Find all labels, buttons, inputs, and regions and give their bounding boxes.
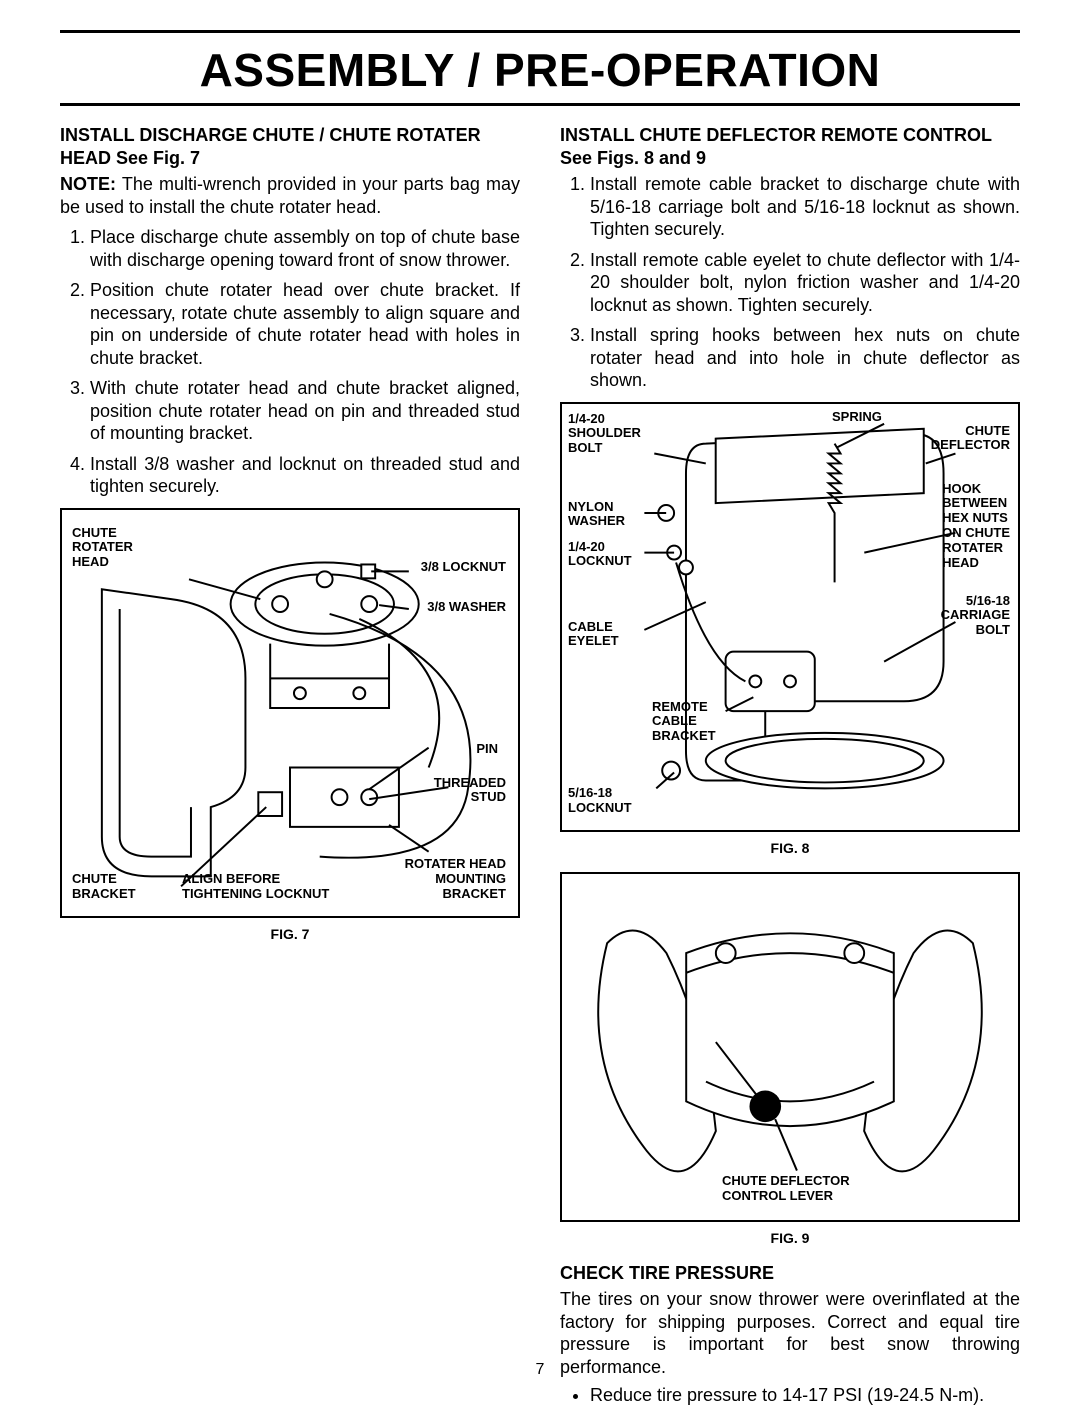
fig8-caption: FIG. 8	[560, 840, 1020, 856]
fig8-callout-carriage-bolt: 5/16-18CARRIAGEBOLT	[941, 594, 1010, 639]
fig9-caption: FIG. 9	[560, 1230, 1020, 1246]
top-rule	[60, 30, 1020, 33]
mid-rule	[60, 103, 1020, 106]
tire-bullets: Reduce tire pressure to 14-17 PSI (19-24…	[560, 1384, 1020, 1407]
fig7-callout-align-before: ALIGN BEFORETIGHTENING LOCKNUT	[182, 872, 329, 902]
right-step-3: Install spring hooks between hex nuts on…	[590, 324, 1020, 392]
right-column: INSTALL CHUTE DEFLECTOR REMOTE CONTROL S…	[560, 124, 1020, 1407]
fig7-callout-chute-bracket: CHUTEBRACKET	[72, 872, 136, 902]
fig8-callout-chute-deflector: CHUTEDEFLECTOR	[931, 424, 1010, 454]
fig9-callout-control-lever: CHUTE DEFLECTORCONTROL LEVER	[722, 1174, 850, 1204]
fig8-callout-remote-cable-bracket: REMOTECABLEBRACKET	[652, 700, 716, 745]
left-step-1: Place discharge chute assembly on top of…	[90, 226, 520, 271]
fig8-callout-516locknut: 5/16-18LOCKNUT	[568, 786, 632, 816]
right-heading: INSTALL CHUTE DEFLECTOR REMOTE CONTROL S…	[560, 124, 1020, 169]
note-label: NOTE:	[60, 174, 116, 194]
left-note: NOTE: The multi-wrench provided in your …	[60, 173, 520, 218]
left-step-2: Position chute rotater head over chute b…	[90, 279, 520, 369]
fig7-callout-rotater-head-mounting-bracket: ROTATER HEADMOUNTINGBRACKET	[405, 857, 506, 902]
figure-9: CHUTE DEFLECTORCONTROL LEVER	[560, 872, 1020, 1222]
fig7-caption: FIG. 7	[60, 926, 520, 942]
fig8-callout-cable-eyelet: CABLEEYELET	[568, 620, 619, 650]
figure-8: 1/4-20SHOULDERBOLT NYLONWASHER 1/4-20LOC…	[560, 402, 1020, 832]
fig7-callout-pin: PIN	[476, 742, 498, 757]
fig8-callout-shoulder-bolt: 1/4-20SHOULDERBOLT	[568, 412, 641, 457]
fig7-callout-threaded-stud: THREADEDSTUD	[434, 776, 506, 806]
fig8-callout-spring: SPRING	[832, 410, 882, 425]
figure-7: CHUTEROTATERHEAD 3/8 LOCKNUT 3/8 WASHER …	[60, 508, 520, 918]
left-column: INSTALL DISCHARGE CHUTE / CHUTE ROTATER …	[60, 124, 520, 1407]
note-text: The multi-wrench provided in your parts …	[60, 174, 520, 217]
fig8-callout-14locknut: 1/4-20LOCKNUT	[568, 540, 632, 570]
fig8-callout-hook-between: HOOKBETWEENHEX NUTSON CHUTEROTATERHEAD	[942, 482, 1010, 572]
fig7-callout-chute-rotater-head: CHUTEROTATERHEAD	[72, 526, 133, 571]
left-step-4: Install 3/8 washer and locknut on thread…	[90, 453, 520, 498]
right-steps: Install remote cable bracket to discharg…	[560, 173, 1020, 392]
left-step-3: With chute rotater head and chute bracke…	[90, 377, 520, 445]
fig7-callout-38locknut: 3/8 LOCKNUT	[421, 560, 506, 575]
right-step-2: Install remote cable eyelet to chute def…	[590, 249, 1020, 317]
left-steps: Place discharge chute assembly on top of…	[60, 226, 520, 498]
page-title: ASSEMBLY / PRE-OPERATION	[60, 39, 1020, 103]
right-step-1: Install remote cable bracket to discharg…	[590, 173, 1020, 241]
fig8-callout-nylon-washer: NYLONWASHER	[568, 500, 625, 530]
page-number: 7	[0, 1361, 1080, 1379]
tire-heading: CHECK TIRE PRESSURE	[560, 1262, 1020, 1285]
tire-bullet-1: Reduce tire pressure to 14-17 PSI (19-24…	[590, 1384, 1020, 1407]
left-heading: INSTALL DISCHARGE CHUTE / CHUTE ROTATER …	[60, 124, 520, 169]
fig9-svg	[562, 874, 1018, 1220]
fig7-callout-38washer: 3/8 WASHER	[427, 600, 506, 615]
